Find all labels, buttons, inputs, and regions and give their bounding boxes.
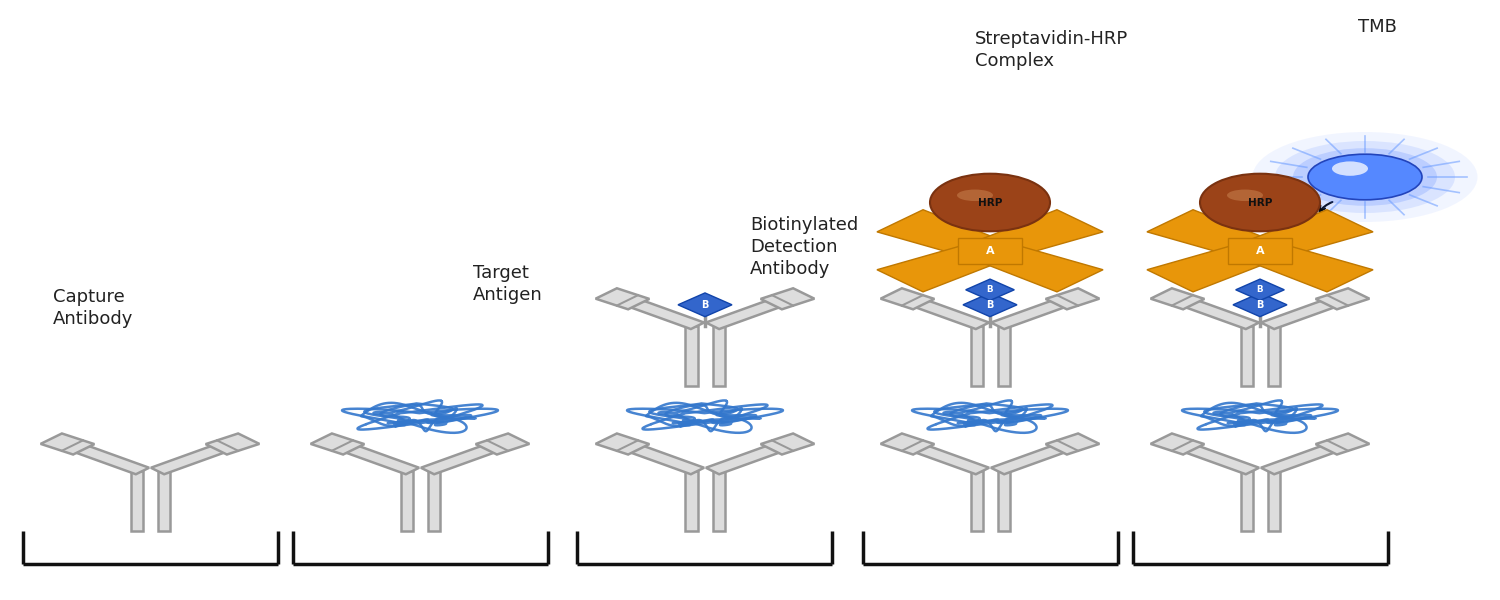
FancyBboxPatch shape [686,471,698,531]
Text: B: B [987,300,993,310]
Ellipse shape [1200,174,1320,231]
Polygon shape [1172,441,1258,474]
Polygon shape [880,433,934,455]
Polygon shape [62,441,148,474]
FancyBboxPatch shape [1268,471,1280,531]
Text: B: B [702,300,708,310]
FancyBboxPatch shape [427,471,439,531]
Text: Streptavidin-HRP
Complex: Streptavidin-HRP Complex [975,30,1128,70]
Polygon shape [476,433,530,455]
Polygon shape [616,296,704,329]
Text: Target
Antigen: Target Antigen [472,264,543,304]
Polygon shape [422,441,509,474]
Polygon shape [902,441,989,474]
Text: HRP: HRP [1248,197,1272,208]
Polygon shape [1262,441,1348,474]
Polygon shape [706,441,794,474]
Polygon shape [332,441,419,474]
Text: B: B [1257,286,1263,294]
FancyBboxPatch shape [1240,471,1252,531]
Polygon shape [1242,210,1372,259]
FancyBboxPatch shape [970,471,982,531]
Polygon shape [678,293,732,317]
Polygon shape [1236,279,1284,301]
Polygon shape [1172,296,1258,329]
Circle shape [1275,141,1455,213]
Ellipse shape [930,174,1050,231]
FancyBboxPatch shape [970,326,982,386]
FancyBboxPatch shape [400,471,412,531]
Text: TMB: TMB [1358,18,1396,36]
Text: A: A [1256,246,1264,256]
Polygon shape [40,433,94,455]
Polygon shape [1150,433,1204,455]
Polygon shape [152,441,238,474]
Polygon shape [992,296,1078,329]
Polygon shape [596,288,650,310]
Polygon shape [878,210,1008,259]
Polygon shape [1150,288,1204,310]
Polygon shape [310,433,364,455]
Polygon shape [972,242,1102,292]
Polygon shape [902,296,989,329]
Polygon shape [878,242,1008,292]
Text: Biotinylated
Detection
Antibody: Biotinylated Detection Antibody [750,216,858,278]
Polygon shape [1242,242,1372,292]
FancyBboxPatch shape [130,471,142,531]
Circle shape [1252,132,1478,222]
Polygon shape [1262,296,1348,329]
FancyBboxPatch shape [686,326,698,386]
Ellipse shape [957,190,993,201]
Polygon shape [880,288,934,310]
Polygon shape [992,441,1078,474]
FancyBboxPatch shape [712,326,724,386]
Polygon shape [972,210,1102,259]
Polygon shape [1046,433,1100,455]
Circle shape [1332,161,1368,176]
Text: HRP: HRP [978,197,1002,208]
Polygon shape [1233,293,1287,317]
Polygon shape [616,441,704,474]
FancyBboxPatch shape [1240,326,1252,386]
Polygon shape [1046,288,1100,310]
Polygon shape [1148,242,1278,292]
FancyBboxPatch shape [998,471,1010,531]
Text: B: B [987,286,993,294]
Polygon shape [1227,238,1293,264]
Polygon shape [957,238,1023,264]
FancyBboxPatch shape [158,471,170,531]
Polygon shape [1316,288,1370,310]
Polygon shape [1316,433,1370,455]
Polygon shape [966,279,1014,301]
FancyBboxPatch shape [712,471,724,531]
Polygon shape [760,288,814,310]
Polygon shape [206,433,260,455]
Polygon shape [706,296,794,329]
Text: B: B [1257,300,1263,310]
FancyBboxPatch shape [998,326,1010,386]
Text: Capture
Antibody: Capture Antibody [53,288,134,328]
Polygon shape [596,433,650,455]
Polygon shape [963,293,1017,317]
Ellipse shape [1227,190,1263,201]
Text: A: A [986,246,994,256]
Polygon shape [1148,210,1278,259]
Polygon shape [760,433,814,455]
Circle shape [1293,148,1437,206]
Circle shape [1308,154,1422,200]
FancyBboxPatch shape [1268,326,1280,386]
